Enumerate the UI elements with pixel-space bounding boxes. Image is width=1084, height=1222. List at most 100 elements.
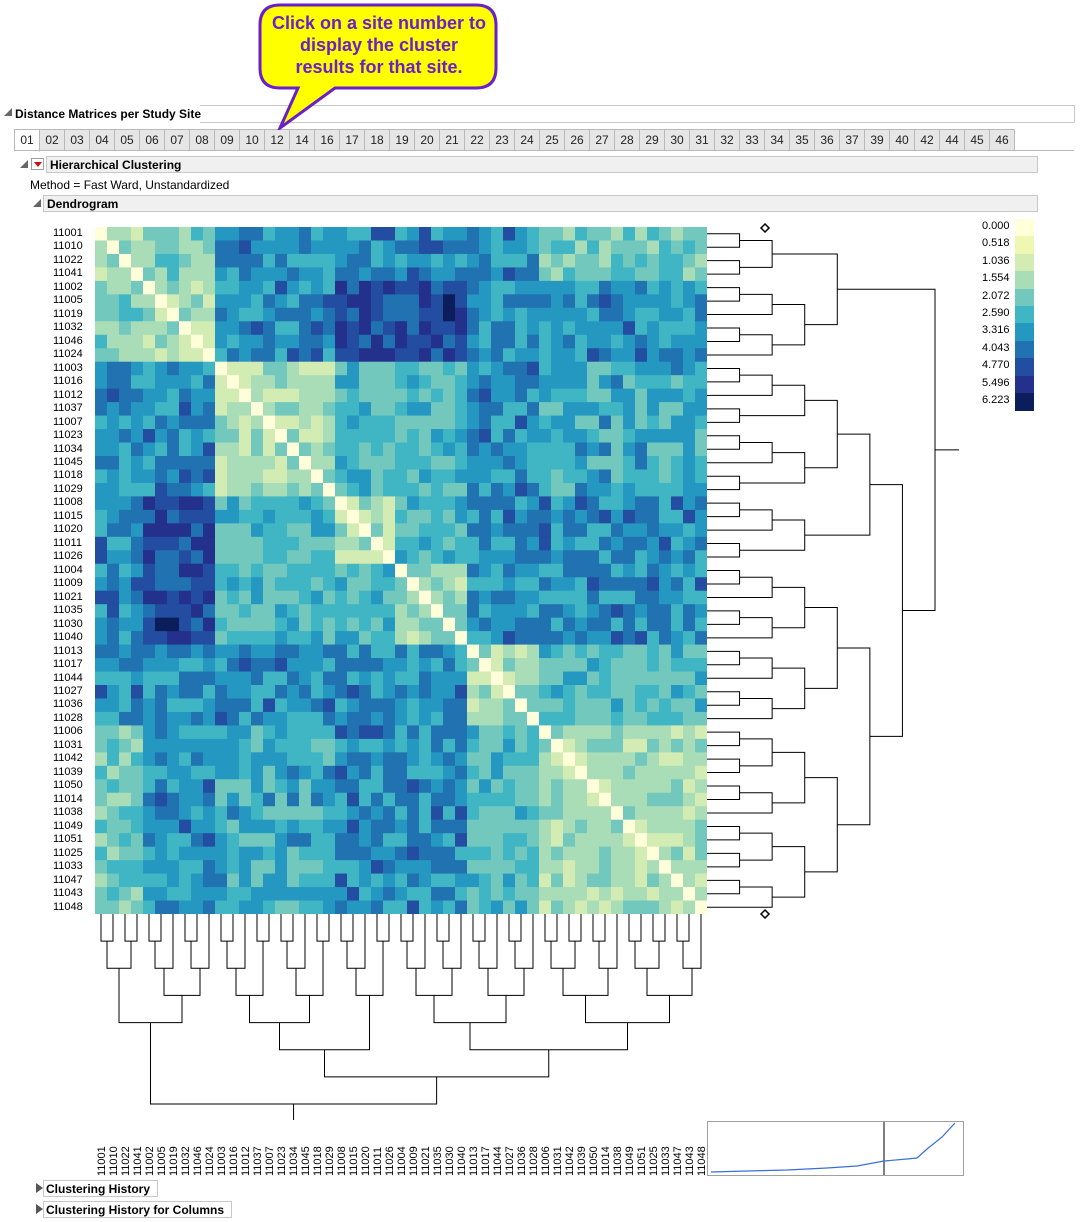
heatmap-cell [383,846,396,861]
heatmap-cell [527,509,540,524]
clustering-header[interactable]: Hierarchical Clustering [46,156,1038,173]
tab-site-22[interactable]: 22 [465,129,490,151]
legend-label: 4.043 [982,341,1010,354]
heatmap-cell [287,577,300,592]
dendrogram-disclosure-icon[interactable] [33,199,41,207]
heatmap-cell [287,833,300,848]
tab-site-26[interactable]: 26 [565,129,590,151]
tab-site-27[interactable]: 27 [590,129,615,151]
tab-site-29[interactable]: 29 [640,129,665,151]
tab-site-17[interactable]: 17 [340,129,365,151]
red-triangle-menu-icon[interactable] [31,158,44,170]
tab-site-21[interactable]: 21 [440,129,465,151]
heatmap-cell [311,860,324,875]
tab-site-40[interactable]: 40 [890,129,915,151]
dendrogram-header[interactable]: Dendrogram [43,195,1038,212]
heatmap-cell [407,442,420,457]
heatmap-cell [323,658,336,673]
heatmap-cell [191,509,204,524]
tab-site-28[interactable]: 28 [615,129,640,151]
heatmap-cell [287,563,300,578]
heatmap-cell [191,671,204,686]
tab-site-06[interactable]: 06 [140,129,165,151]
tab-site-12[interactable]: 12 [265,129,290,151]
heatmap-cell [467,590,480,605]
heatmap-cell [107,253,120,268]
heatmap-cell [359,846,372,861]
heatmap-cell [371,765,384,780]
heatmap-cell [131,496,144,511]
heatmap-cell [95,819,108,834]
heatmap-cell [575,711,588,726]
tab-site-16[interactable]: 16 [315,129,340,151]
heatmap-cell [227,523,240,538]
heatmap-cell [575,509,588,524]
clustering-history-disclosure-icon[interactable] [36,1183,43,1193]
heatmap-cell [527,321,540,336]
heatmap-cell [539,496,552,511]
tab-site-33[interactable]: 33 [740,129,765,151]
tab-site-35[interactable]: 35 [790,129,815,151]
tab-site-32[interactable]: 32 [715,129,740,151]
tab-site-07[interactable]: 07 [165,129,190,151]
heatmap-cell [611,752,624,767]
tab-site-20[interactable]: 20 [415,129,440,151]
heatmap-cell [299,900,312,914]
heatmap-cell [335,833,348,848]
tab-site-04[interactable]: 04 [90,129,115,151]
heatmap-cell [155,509,168,524]
tab-site-31[interactable]: 31 [690,129,715,151]
heatmap-cell [347,456,360,470]
tab-site-19[interactable]: 19 [390,129,415,151]
tab-site-01[interactable]: 01 [14,129,40,152]
tab-site-25[interactable]: 25 [540,129,565,151]
tab-site-37[interactable]: 37 [840,129,865,151]
heatmap-cell [431,617,444,632]
heatmap-cell [635,806,648,821]
heatmap-cell [191,294,204,309]
heatmap-cell [299,307,312,322]
report-disclosure-icon[interactable] [4,108,12,116]
heatmap-cell [491,658,504,673]
heatmap-cell [143,617,156,632]
heatmap-cell [215,577,228,592]
heatmap-cell [539,429,552,444]
tab-site-45[interactable]: 45 [965,129,990,151]
tab-site-24[interactable]: 24 [515,129,540,151]
tab-site-10[interactable]: 10 [240,129,265,151]
heatmap-cell [551,550,564,565]
clustering-history-header[interactable]: Clustering History [43,1180,158,1197]
tab-site-39[interactable]: 39 [865,129,890,151]
heatmap-cell [347,307,360,322]
clustering-history-columns-disclosure-icon[interactable] [36,1204,43,1214]
tab-site-36[interactable]: 36 [815,129,840,151]
tab-site-02[interactable]: 02 [40,129,65,151]
heatmap-cell [539,631,552,646]
tab-site-30[interactable]: 30 [665,129,690,151]
callout-text: Click on a site number to display the cl… [271,13,487,77]
heatmap-cell [443,563,456,578]
heatmap-cell [455,752,468,767]
heatmap-cell [191,563,204,578]
heatmap-cell [383,267,396,282]
clustering-disclosure-icon[interactable] [20,160,28,168]
tab-site-23[interactable]: 23 [490,129,515,151]
tab-site-09[interactable]: 09 [215,129,240,151]
tab-site-05[interactable]: 05 [115,129,140,151]
heatmap-cell [683,563,696,578]
tab-site-34[interactable]: 34 [765,129,790,151]
column-label: 11031 [552,1146,564,1176]
tab-site-42[interactable]: 42 [915,129,940,151]
tab-site-14[interactable]: 14 [290,129,315,151]
dendrogram-branch [772,751,806,804]
heatmap-cell [431,806,444,821]
tab-site-08[interactable]: 08 [190,129,215,151]
clustering-history-columns-header[interactable]: Clustering History for Columns [43,1201,232,1218]
tab-site-03[interactable]: 03 [65,129,90,151]
heatmap-cell [611,685,624,699]
tab-site-46[interactable]: 46 [990,129,1015,151]
tab-site-18[interactable]: 18 [365,129,390,151]
heatmap-cell [359,658,372,673]
heatmap-cell [431,725,444,740]
tab-site-44[interactable]: 44 [940,129,965,151]
